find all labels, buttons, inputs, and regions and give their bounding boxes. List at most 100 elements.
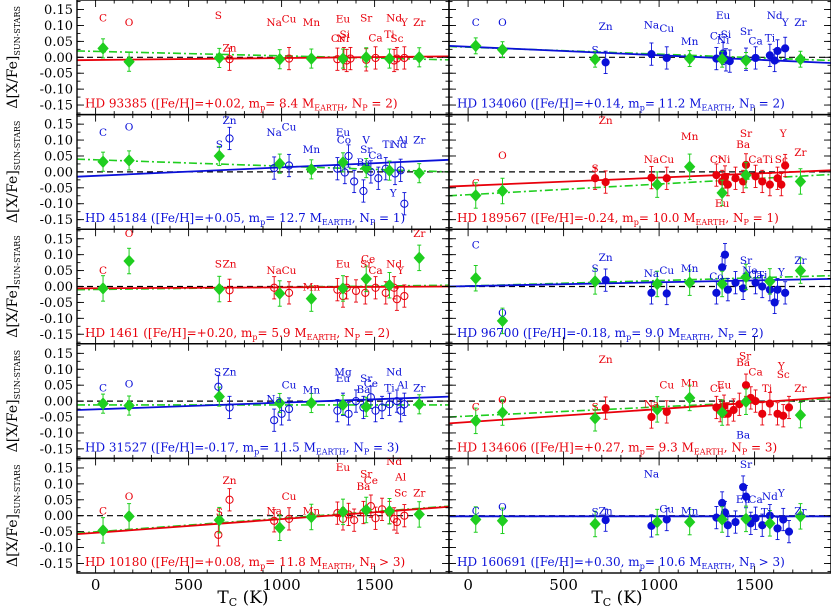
data-point (741, 381, 751, 390)
green-diamond-point (337, 505, 349, 519)
caption-part: = 3) (747, 440, 777, 454)
caption-part: p (260, 562, 265, 571)
element-label: Y (781, 17, 790, 29)
data-point (351, 286, 361, 296)
caption-part: , N (731, 555, 749, 569)
element-label: Mn (303, 505, 321, 517)
element-label: Eu (336, 373, 351, 385)
panel-caption: HD 134606 ([Fe/H]=+0.27, mp= 9.3 MEARTH,… (457, 440, 777, 456)
y-tick-label: 0.15 (44, 232, 73, 247)
data-point (779, 411, 788, 420)
green-diamond-point (305, 163, 318, 176)
element-label: S (216, 139, 223, 151)
data-point (333, 406, 342, 415)
element-label: Eu (715, 198, 730, 210)
y-tick-label: 0.05 (44, 379, 73, 394)
green-diamond-point (383, 505, 396, 518)
element-label: Ca (368, 32, 382, 44)
green-diamond-point (740, 395, 752, 408)
element-label: V (361, 134, 370, 146)
data-point (765, 399, 774, 408)
element-label: Al (396, 379, 409, 391)
element-label: Mn (681, 36, 699, 48)
element-label: C (99, 265, 107, 277)
element-label: Ca (748, 367, 762, 379)
data-point (214, 382, 223, 391)
element-label: Ne (742, 265, 757, 277)
data-point (739, 284, 748, 293)
element-label: Na (266, 505, 281, 517)
green-diamond-point (413, 398, 425, 411)
y-tick-label: 0.00 (44, 165, 73, 180)
y-tick-label: 0.10 (44, 248, 73, 263)
element-label: Cr (710, 30, 724, 42)
green-diamond-point (360, 161, 372, 175)
data-point (591, 174, 600, 183)
green-diamond-point (213, 513, 225, 527)
y-tick-label: -0.05 (40, 181, 73, 196)
y-tick-label: -0.10 (40, 83, 73, 98)
caption-part: P (749, 104, 755, 113)
element-label: Y (389, 188, 398, 200)
y-axis-label: Δ[X/Fe]SUN-STARS (5, 350, 22, 453)
caption-part: HD 93385 ([Fe/H]=+0.02, m (85, 97, 261, 111)
caption-part: HD 134606 ([Fe/H]=+0.27, m (457, 440, 640, 454)
element-label: Mn (681, 131, 699, 143)
data-point (396, 166, 405, 175)
y-axis-label: Δ[X/Fe]SUN-STARS (5, 6, 22, 109)
green-diamond-point (683, 515, 696, 529)
element-label: Zr (794, 383, 807, 395)
y-tick-label: 0.15 (44, 3, 73, 18)
element-label: Na (644, 268, 659, 280)
green-diamond-point (496, 43, 509, 56)
data-point (601, 516, 610, 525)
panel-caption: HD 134060 ([Fe/H]=+0.14, mp= 11.2 MEARTH… (457, 97, 785, 113)
y-axis-label-main: Δ[X/Fe] (5, 56, 21, 109)
data-point (758, 177, 767, 186)
y-tick-label: -0.05 (40, 411, 73, 426)
green-diamond-point (213, 149, 225, 163)
element-label: Ba (356, 157, 370, 169)
y-tick-label: -0.15 (40, 442, 73, 457)
element-label: Y (777, 266, 786, 278)
y-tick-label: 0.00 (44, 509, 73, 524)
caption-part: p (640, 562, 645, 571)
green-diamond-point (496, 314, 509, 328)
data-point (758, 521, 767, 530)
element-label: Eu (336, 258, 351, 270)
data-point (723, 180, 732, 189)
element-label: Zn (599, 354, 613, 366)
element-label: Sr (360, 258, 373, 270)
data-point (392, 517, 402, 527)
caption-part: , N (710, 326, 728, 340)
y-tick-label: -0.05 (40, 67, 73, 82)
x-tick-label: 0 (91, 576, 101, 594)
green-diamond-point (794, 264, 807, 277)
green-diamond-point (794, 510, 807, 523)
caption-part: , N (725, 211, 743, 225)
caption-part: = 1) (375, 211, 405, 225)
element-label: Sr (739, 351, 752, 363)
element-label: Zn (222, 475, 236, 487)
element-label: C (472, 17, 480, 29)
data-point (601, 276, 610, 285)
element-label: Zr (413, 17, 426, 29)
caption-part: P (728, 333, 734, 342)
green-diamond-point (97, 42, 109, 55)
element-label: C (472, 505, 480, 517)
y-tick-label: -0.10 (40, 197, 73, 212)
caption-part: HD 45184 ([Fe/H]=+0.05, m (85, 211, 261, 225)
element-label: Cr (331, 33, 345, 45)
caption-part: , N (731, 97, 749, 111)
element-label: S (592, 163, 599, 175)
data-point (731, 278, 740, 287)
element-label: C (99, 505, 107, 517)
green-diamond-point (305, 396, 318, 410)
green-diamond-point (716, 406, 728, 419)
element-label: Zr (794, 255, 807, 267)
data-point (284, 54, 294, 63)
